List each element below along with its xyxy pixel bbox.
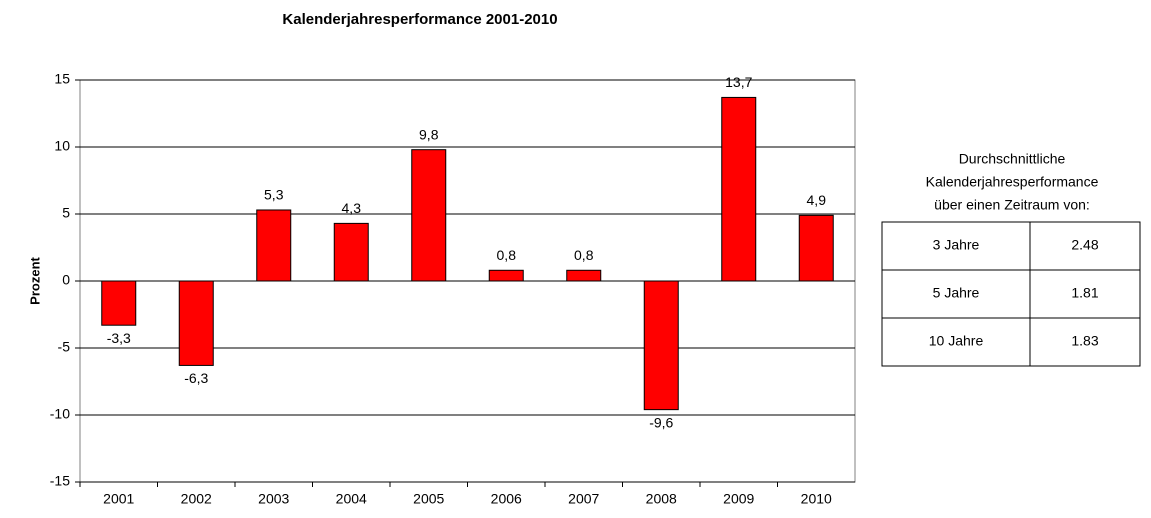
data-label: 5,3 <box>264 187 284 203</box>
table-cell: 1.81 <box>1071 285 1098 301</box>
bar <box>256 209 292 282</box>
table-cell: 2.48 <box>1071 237 1098 253</box>
table-cell: 1.83 <box>1071 333 1098 349</box>
table-cell: 3 Jahre <box>933 237 980 253</box>
bar <box>643 280 679 411</box>
table-title: Durchschnittliche <box>959 151 1066 167</box>
y-tick-label: -10 <box>50 406 70 422</box>
table-title: Kalenderjahresperformance <box>926 174 1099 190</box>
bar <box>333 222 369 282</box>
table-cell: 5 Jahre <box>933 285 980 301</box>
x-tick-label: 2009 <box>723 491 754 507</box>
bar <box>411 149 447 282</box>
y-tick-label: 15 <box>54 71 70 87</box>
bar <box>721 96 757 282</box>
bar <box>101 280 137 326</box>
table-cell: 10 Jahre <box>929 333 984 349</box>
x-tick-label: 2002 <box>181 491 212 507</box>
x-tick-label: 2004 <box>336 491 367 507</box>
table-border <box>881 221 1141 367</box>
y-tick-label: 5 <box>62 205 70 221</box>
table-title: über einen Zeitraum von: <box>934 197 1090 213</box>
bar <box>798 214 834 282</box>
y-tick-label: 0 <box>62 272 70 288</box>
data-label: 4,3 <box>342 200 362 216</box>
x-tick-label: 2008 <box>646 491 677 507</box>
x-tick-label: 2007 <box>568 491 599 507</box>
y-tick-label: -15 <box>50 473 70 489</box>
bar <box>488 269 524 282</box>
bar <box>566 269 602 282</box>
y-tick-label: -5 <box>58 339 71 355</box>
x-tick-label: 2005 <box>413 491 444 507</box>
data-label: -9,6 <box>649 414 673 430</box>
data-label: 0,8 <box>574 247 594 263</box>
x-tick-label: 2010 <box>801 491 832 507</box>
y-tick-label: 10 <box>54 138 70 154</box>
data-label: 0,8 <box>497 247 517 263</box>
x-tick-label: 2006 <box>491 491 522 507</box>
x-tick-label: 2003 <box>258 491 289 507</box>
data-label: 9,8 <box>419 126 439 142</box>
y-axis-label: Prozent <box>27 256 42 304</box>
data-label: -6,3 <box>184 370 208 386</box>
data-label: -3,3 <box>107 330 131 346</box>
data-label: 13,7 <box>725 74 752 90</box>
x-tick-label: 2001 <box>103 491 134 507</box>
bar <box>178 280 214 366</box>
data-label: 4,9 <box>807 192 827 208</box>
chart-title: Kalenderjahresperformance 2001-2010 <box>282 11 557 28</box>
